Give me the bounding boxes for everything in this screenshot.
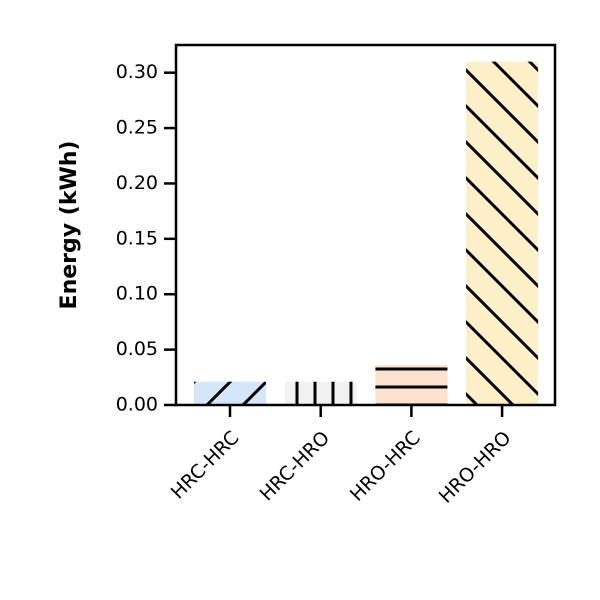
plot-frame xyxy=(174,43,557,407)
y-axis-ticks: 0.00 0.05 0.10 0.15 0.20 0.25 0.30 xyxy=(116,61,176,416)
x-tick-label: HRC-HRO xyxy=(256,427,335,506)
y-tick-label: 0.10 xyxy=(116,283,158,305)
bar-hatch-hro-hrc xyxy=(375,365,448,405)
y-axis-label: Energy (kWh) xyxy=(57,141,82,310)
x-tick-label: HRO-HRO xyxy=(435,427,516,508)
x-tick-label: HRC-HRC xyxy=(167,427,244,504)
y-tick-label: 0.00 xyxy=(116,394,158,416)
y-tick-label: 0.15 xyxy=(116,227,158,249)
y-tick-label: 0.30 xyxy=(116,61,158,83)
y-tick-label: 0.20 xyxy=(116,172,158,194)
bar-hatch-hrc-hrc xyxy=(194,381,266,405)
bar-hatch-hro-hro xyxy=(466,61,539,405)
y-tick-label: 0.05 xyxy=(116,338,158,360)
bars-group xyxy=(194,61,539,405)
bar-hatch-hrc-hro xyxy=(284,381,357,405)
x-axis-ticks: HRC-HRC HRC-HRO HRO-HRC HRO-HRO xyxy=(167,405,516,508)
y-tick-label: 0.25 xyxy=(116,117,158,139)
x-tick-label: HRO-HRC xyxy=(346,427,425,506)
